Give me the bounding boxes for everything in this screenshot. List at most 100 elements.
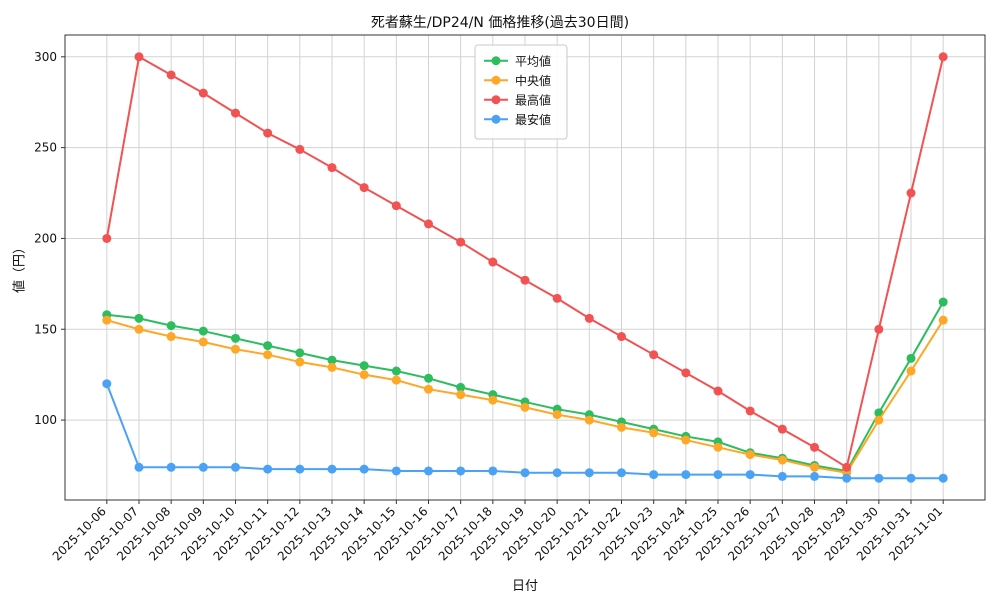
data-point-average [230,333,240,343]
data-point-min [617,468,627,478]
data-point-min [198,462,208,472]
data-point-max [681,368,691,378]
data-point-min [391,466,401,476]
data-point-average [391,366,401,376]
chart-title: 死者蘇生/DP24/N 価格推移(過去30日間) [370,15,630,31]
data-point-median [423,384,433,394]
data-point-max [327,163,337,173]
y-tick-label: 150 [34,322,57,336]
data-point-max [198,88,208,98]
data-point-max [777,424,787,434]
data-point-min [681,470,691,480]
data-point-median [810,462,820,472]
data-point-median [906,366,916,376]
data-point-min [745,470,755,480]
data-point-min [938,473,948,483]
data-point-min [488,466,498,476]
data-point-median [134,324,144,334]
data-point-min [295,464,305,474]
y-tick-label: 100 [34,413,57,427]
data-point-min [713,470,723,480]
legend-label-min: 最安値 [515,112,551,127]
data-point-max [456,237,466,247]
data-point-max [842,462,852,472]
legend-label-average: 平均値 [515,53,551,68]
y-tick-label: 300 [34,50,57,64]
data-point-max [520,275,530,285]
y-tick-label: 200 [34,231,57,245]
data-point-average [456,382,466,392]
data-point-median [230,344,240,354]
legend-marker-average [491,56,501,66]
data-point-min [166,462,176,472]
data-point-min [134,462,144,472]
data-point-average [166,321,176,331]
legend-label-max: 最高値 [515,92,551,107]
data-point-max [810,442,820,452]
data-point-max [359,183,369,193]
data-point-median [584,415,594,425]
data-point-min [327,464,337,474]
data-point-average [134,313,144,323]
data-point-max [166,70,176,80]
data-point-min [263,464,273,474]
data-point-average [938,297,948,307]
data-point-min [906,473,916,483]
data-point-average [906,353,916,363]
data-point-min [456,466,466,476]
x-axis-label: 日付 [511,579,538,594]
legend-label-median: 中央値 [515,73,551,88]
data-point-max [488,257,498,267]
data-point-median [713,442,723,452]
data-point-median [745,450,755,460]
data-point-average [423,373,433,383]
data-point-max [874,324,884,334]
legend-marker-max [491,95,501,105]
data-point-median [295,357,305,367]
data-point-max [552,293,562,303]
data-point-max [713,386,723,396]
data-point-min [359,464,369,474]
data-point-median [777,455,787,465]
data-point-median [681,435,691,445]
data-point-median [649,428,659,438]
data-point-median [359,370,369,380]
legend-marker-median [491,75,501,85]
data-point-min [552,468,562,478]
data-point-max [745,406,755,416]
data-point-median [198,337,208,347]
data-point-median [263,350,273,360]
data-point-max [391,201,401,211]
data-point-max [134,52,144,62]
data-point-median [552,410,562,420]
data-point-min [777,471,787,481]
data-point-median [166,332,176,342]
data-point-median [391,375,401,385]
data-point-max [906,188,916,198]
data-point-median [456,390,466,400]
data-point-max [649,350,659,360]
data-point-max [263,128,273,138]
data-point-median [617,422,627,432]
data-point-max [423,219,433,229]
data-point-min [520,468,530,478]
data-point-average [295,348,305,358]
data-point-min [649,470,659,480]
data-point-median [102,315,112,325]
data-point-min [810,471,820,481]
legend-marker-min [491,114,501,124]
data-point-median [938,315,948,325]
data-point-min [230,462,240,472]
data-point-max [584,313,594,323]
data-point-min [423,466,433,476]
data-point-average [263,341,273,351]
data-point-min [584,468,594,478]
data-point-average [359,361,369,371]
data-point-max [230,108,240,118]
y-tick-label: 250 [34,141,57,155]
data-point-max [102,233,112,243]
data-point-median [488,395,498,405]
